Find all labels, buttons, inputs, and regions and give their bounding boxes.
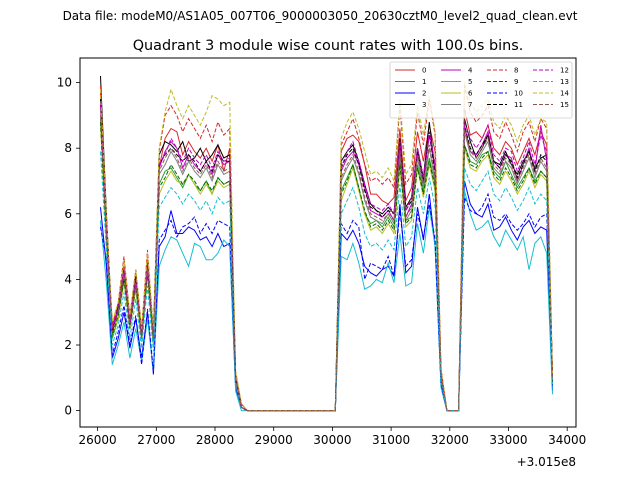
x-tick-label: 30000 (313, 433, 351, 447)
y-tick-label: 4 (64, 272, 72, 286)
y-tick-label: 2 (64, 338, 72, 352)
x-tick-label: 31000 (372, 433, 410, 447)
legend-label-9: 9 (514, 78, 518, 86)
legend-label-14: 14 (560, 90, 569, 98)
series-line-15 (100, 108, 553, 412)
legend-label-12: 12 (560, 67, 569, 75)
legend-label-4: 4 (468, 67, 473, 75)
y-tick-label: 6 (64, 207, 72, 221)
series-line-9 (100, 121, 553, 412)
legend-box (389, 61, 573, 119)
legend-label-7: 7 (468, 101, 472, 109)
y-tick-label: 8 (64, 141, 72, 155)
legend-label-13: 13 (560, 78, 569, 86)
legend-label-5: 5 (468, 78, 472, 86)
legend-label-0: 0 (422, 67, 426, 75)
legend-label-11: 11 (514, 101, 523, 109)
y-tick-label: 0 (64, 404, 72, 418)
legend-label-3: 3 (422, 101, 426, 109)
legend-label-15: 15 (560, 101, 569, 109)
legend-label-10: 10 (514, 90, 523, 98)
legend-label-8: 8 (514, 67, 518, 75)
legend-label-2: 2 (422, 90, 426, 98)
axis-ticks: 26000 27000 28000 29000 30000 31000 32000 33000… (57, 76, 587, 447)
x-tick-label: 26000 (79, 433, 117, 447)
x-tick-label: 32000 (431, 433, 469, 447)
legend-label-6: 6 (468, 90, 473, 98)
figure-suptitle: Data file: modeM0/AS1A05_007T06_90000030… (63, 9, 578, 23)
axes-frame (79, 57, 577, 428)
x-tick-label: 27000 (137, 433, 175, 447)
chart-title: Quadrant 3 module wise count rates with … (133, 38, 524, 54)
x-tick-label: 29000 (255, 433, 293, 447)
x-tick-label: 34000 (548, 433, 586, 447)
legend-label-1: 1 (422, 78, 426, 86)
y-tick-label: 10 (57, 76, 72, 90)
x-tick-label: 33000 (489, 433, 527, 447)
x-offset-label: +3.015e8 (517, 455, 576, 469)
plot-area (100, 75, 553, 412)
x-tick-label: 28000 (196, 433, 234, 447)
